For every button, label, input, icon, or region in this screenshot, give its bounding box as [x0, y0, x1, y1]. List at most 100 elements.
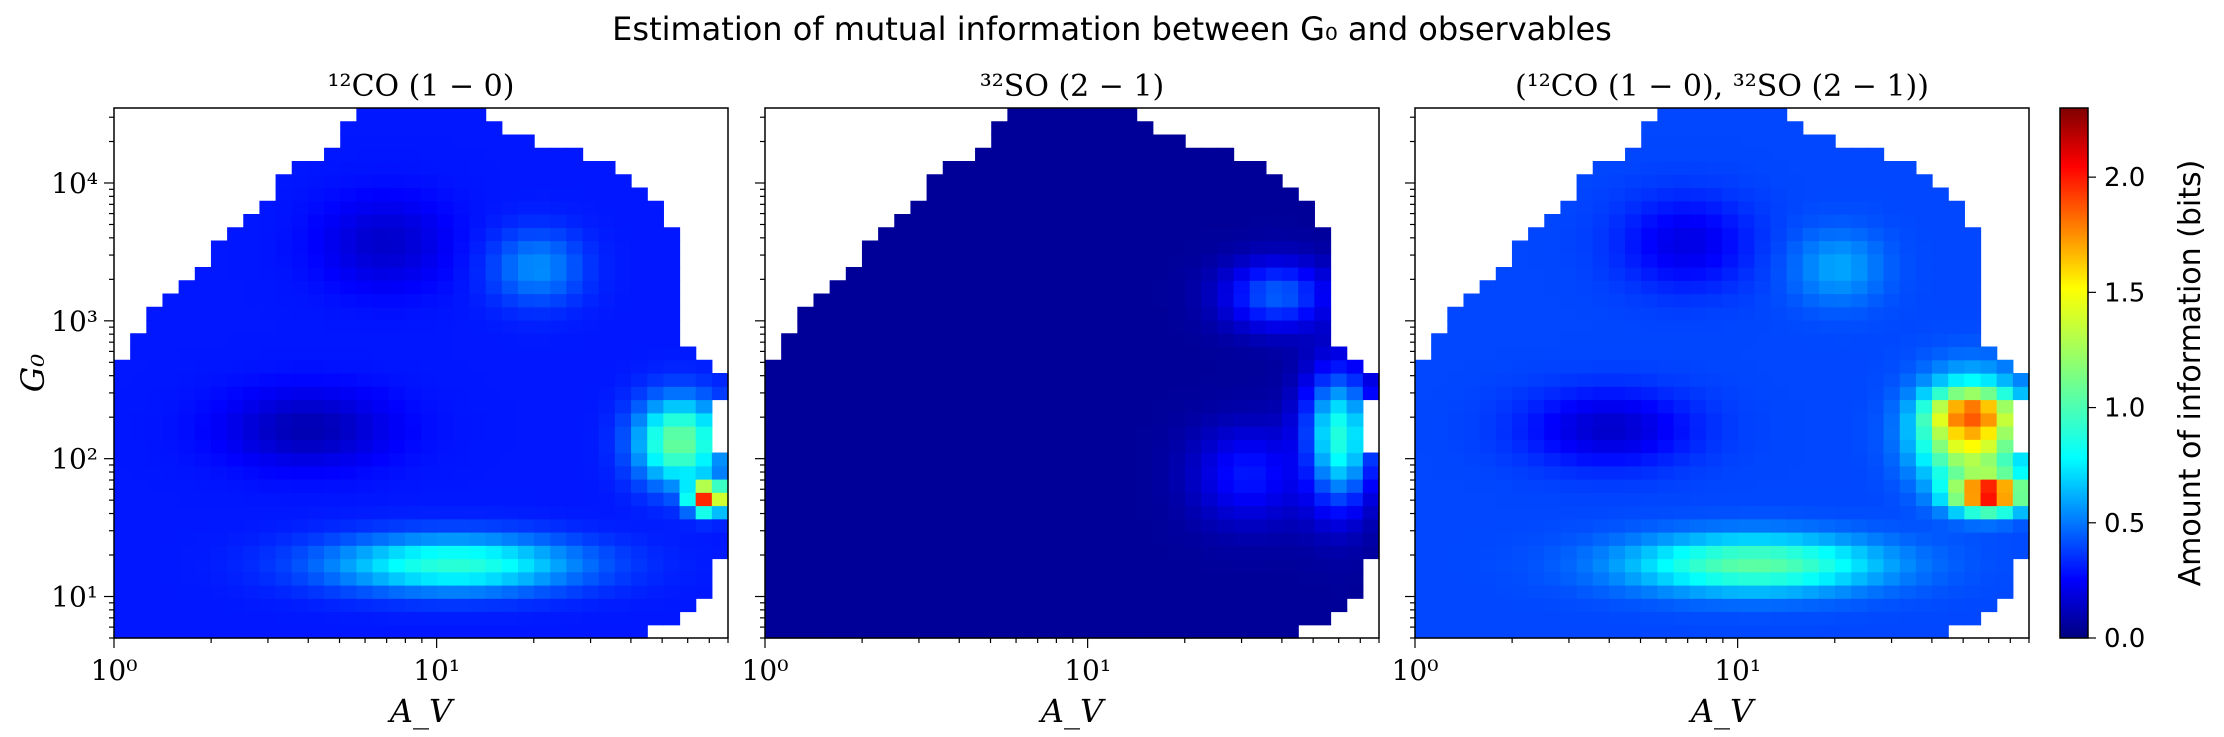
heatmap-cell [437, 386, 454, 401]
heatmap-cell [388, 492, 406, 507]
heatmap-cell [1851, 439, 1869, 454]
heatmap-cell [1217, 585, 1235, 599]
heatmap-cell [1657, 121, 1675, 136]
heatmap-cell [910, 280, 928, 295]
heatmap-cell [1233, 161, 1251, 175]
heatmap-cell [566, 532, 584, 546]
heatmap-cell [1282, 558, 1299, 573]
heatmap-cell [517, 267, 535, 281]
heatmap-cell [501, 200, 519, 215]
heatmap-cell [194, 571, 212, 586]
heatmap-cell [550, 479, 568, 493]
heatmap-cell [1298, 585, 1315, 599]
heatmap-cell [469, 214, 487, 228]
heatmap-cell [1948, 293, 1965, 308]
heatmap-cell [1851, 624, 1869, 639]
heatmap-cell [958, 187, 976, 202]
heatmap-cell [1168, 585, 1186, 599]
heatmap-cell [1152, 293, 1170, 308]
heatmap-cell [1136, 267, 1154, 281]
heatmap-cell [1168, 240, 1186, 255]
heatmap-cell [1346, 439, 1364, 454]
heatmap-cell [1770, 333, 1788, 348]
heatmap-cell [1249, 306, 1267, 321]
heatmap-cell [130, 399, 147, 414]
heatmap-cell [1039, 161, 1057, 175]
heatmap-cell [1120, 108, 1138, 122]
heatmap-cell [517, 320, 535, 334]
heatmap-cell [695, 518, 713, 533]
heatmap-cell [1415, 505, 1432, 520]
heatmap-cell [1576, 479, 1594, 493]
heatmap-cell [1576, 306, 1594, 321]
heatmap-cell [340, 558, 357, 573]
heatmap-cell [679, 439, 697, 454]
heatmap-cell [1298, 227, 1315, 242]
heatmap-cell [485, 412, 503, 427]
heatmap-cell [372, 293, 390, 308]
heatmap-cell [1104, 161, 1122, 175]
heatmap-cell [1770, 121, 1788, 136]
heatmap-cell [178, 624, 196, 639]
heatmap-cell [1786, 452, 1804, 467]
heatmap-cell [1576, 280, 1594, 295]
heatmap-cell [1915, 505, 1933, 520]
heatmap-cell [340, 492, 357, 507]
heatmap-cell [910, 624, 928, 639]
heatmap-cell [307, 200, 325, 215]
heatmap-cell [1738, 214, 1755, 228]
heatmap-cell [1511, 306, 1529, 321]
heatmap-cell [517, 439, 535, 454]
heatmap-cell [926, 479, 944, 493]
y-tick-label: 10⁴ [51, 167, 98, 200]
heatmap-cell [1996, 452, 2014, 467]
heatmap-cell [324, 147, 341, 162]
heatmap-cell [958, 505, 976, 520]
heatmap-cell [1201, 624, 1219, 639]
heatmap-cell [1120, 280, 1138, 295]
heatmap-cell [517, 545, 535, 560]
heatmap-cell [1447, 585, 1465, 599]
heatmap-cell [1447, 611, 1465, 626]
heatmap-cell [1185, 240, 1202, 255]
heatmap-cell [1314, 240, 1332, 255]
heatmap-cell [275, 373, 293, 387]
heatmap-cell [1818, 518, 1836, 533]
heatmap-cell [1495, 465, 1513, 480]
heatmap-cell [340, 611, 357, 626]
heatmap-cell [1088, 611, 1105, 626]
heatmap-cell [614, 253, 632, 268]
heatmap-cell [942, 412, 960, 427]
heatmap-cell [1818, 306, 1836, 321]
heatmap-cell [324, 532, 341, 546]
heatmap-cell [566, 386, 584, 401]
heatmap-cell [1705, 571, 1723, 586]
heatmap-cell [1641, 532, 1658, 546]
heatmap-cell [453, 452, 471, 467]
heatmap-cell [404, 121, 422, 136]
heatmap-cell [243, 505, 261, 520]
heatmap-cell [1657, 598, 1675, 613]
heatmap-cell [1511, 585, 1529, 599]
heatmap-cell [1298, 267, 1315, 281]
heatmap-cell [663, 611, 681, 626]
heatmap-cell [942, 585, 960, 599]
heatmap-cell [404, 227, 422, 242]
heatmap-cell [388, 320, 406, 334]
heatmap-cell [534, 320, 551, 334]
heatmap-cell [162, 333, 180, 348]
heatmap-cell [1625, 439, 1642, 454]
heatmap-cell [975, 571, 992, 586]
heatmap-cell [1152, 227, 1170, 242]
heatmap-cell [1689, 399, 1707, 414]
heatmap-cell [566, 174, 584, 189]
heatmap-cell [1754, 452, 1772, 467]
heatmap-cell [1023, 598, 1041, 613]
heatmap-cell [324, 439, 341, 454]
heatmap-cell [227, 267, 244, 281]
heatmap-cell [1899, 267, 1917, 281]
heatmap-cell [291, 240, 309, 255]
heatmap-cell [991, 399, 1008, 414]
heatmap-cell [1233, 412, 1251, 427]
heatmap-cell [1608, 492, 1626, 507]
